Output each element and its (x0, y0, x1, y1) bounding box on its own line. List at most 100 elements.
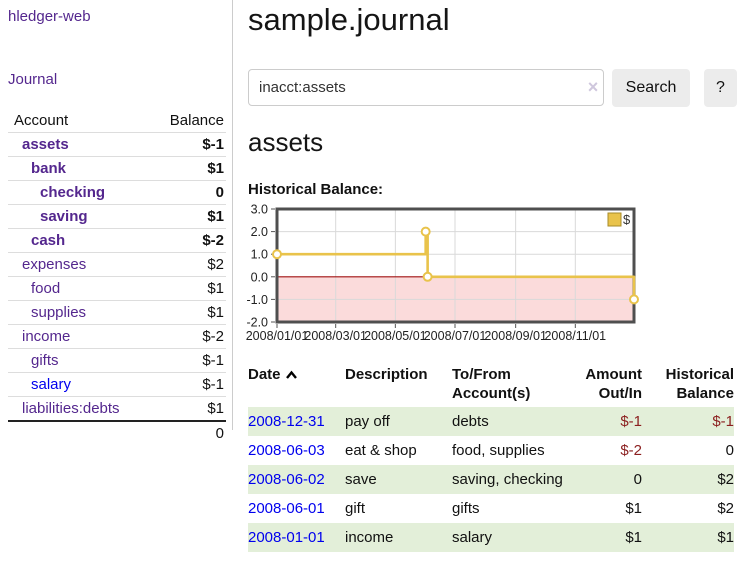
chart-plot-border (275, 207, 636, 324)
transaction-accounts: food, supplies (452, 442, 545, 459)
sidebar: hledger-web Journal Account Balance asse… (0, 0, 233, 442)
transaction-description: pay off (345, 413, 390, 430)
account-row: expenses $2 (8, 252, 226, 276)
account-column-header: Account (14, 111, 69, 129)
account-row: salary $-1 (8, 372, 226, 396)
account-balance: $-1 (202, 352, 224, 369)
transaction-amount: $-1 (620, 413, 642, 430)
transaction-date-cell: 2008-06-03 (248, 436, 345, 465)
sidebar-account-food[interactable]: food (31, 280, 61, 297)
account-balance: $-2 (202, 328, 224, 345)
account-row: income $-2 (8, 324, 226, 348)
register-table: Date Description To/From Account(s) Amount… (248, 363, 734, 552)
transaction-balance: $-1 (712, 413, 734, 430)
transaction-balance: $1 (717, 529, 734, 546)
account-balance: $2 (207, 256, 224, 273)
sidebar-account-expenses[interactable]: expenses (22, 256, 87, 273)
account-balance: $1 (207, 160, 224, 177)
transaction-date-link[interactable]: 2008-01-01 (248, 529, 325, 546)
sidebar-item-journal[interactable]: Journal (8, 71, 58, 88)
account-row: supplies $1 (8, 300, 226, 324)
transaction-date-cell: 2008-01-01 (248, 523, 345, 552)
balance-column-header: Balance (169, 111, 224, 129)
account-row: checking 0 (8, 180, 226, 204)
account-row: bank $1 (8, 156, 226, 180)
account-balance: $1 (207, 208, 224, 225)
sidebar-account-income[interactable]: income (22, 328, 71, 345)
search-input[interactable] (248, 69, 604, 106)
transaction-date-link[interactable]: 2008-12-31 (248, 413, 325, 430)
sidebar-account-liabilities-debts[interactable]: liabilities:debts (22, 400, 120, 417)
total-balance: 0 (215, 424, 224, 442)
sidebar-account-assets[interactable]: assets (22, 136, 69, 153)
account-heading: assets (248, 127, 324, 157)
app-brand-link[interactable]: hledger-web (8, 8, 91, 25)
transaction-row: 2008-12-31 pay off debts $-1 $-1 (248, 407, 734, 436)
sidebar-account-saving[interactable]: saving (40, 208, 88, 225)
help-button[interactable]: ? (704, 69, 737, 107)
sidebar-account-cash[interactable]: cash (31, 232, 66, 249)
account-row: saving $1 (8, 204, 226, 228)
register-col-header-to-from: To/From Account(s) (452, 366, 531, 402)
account-tree: Account Balance assets $-1 bank $1 checking 0… (8, 108, 226, 444)
search-button[interactable]: Search (612, 69, 690, 107)
transaction-description: income (345, 529, 394, 546)
transaction-row: 2008-06-03 eat & shop food, supplies $-2 0 (248, 436, 734, 465)
transaction-accounts: saving, checking (452, 471, 563, 488)
sort-asc-icon (285, 370, 297, 379)
chart-x-tick-label: 2008/09/01 (484, 329, 547, 343)
sidebar-account-supplies[interactable]: supplies (31, 304, 87, 321)
transaction-amount: 0 (633, 471, 642, 488)
account-row: assets $-1 (8, 132, 226, 156)
sidebar-account-bank[interactable]: bank (31, 160, 67, 177)
chart-y-tick-label: 2.0 (251, 225, 268, 239)
transaction-amount: $1 (625, 500, 642, 517)
account-balance: $1 (207, 280, 224, 297)
account-tree-header: Account Balance (8, 108, 226, 132)
chart-y-tick-label: 0.0 (251, 270, 268, 284)
sidebar-account-gifts[interactable]: gifts (31, 352, 59, 369)
transaction-date-link[interactable]: 2008-06-01 (248, 500, 325, 517)
chart-x-tick-label: 2008/03/01 (304, 329, 367, 343)
account-row: gifts $-1 (8, 348, 226, 372)
chart-data-point (629, 294, 639, 305)
register-col-header-amount: Amount Out/In (585, 366, 642, 402)
transaction-date-link[interactable]: 2008-06-03 (248, 442, 325, 459)
account-balance: $1 (207, 400, 224, 417)
chart-y-tick-label: 1.0 (251, 248, 268, 262)
account-row: food $1 (8, 276, 226, 300)
chart-x-tick-label: 2008/05/01 (364, 329, 427, 343)
transaction-date-cell: 2008-06-02 (248, 465, 345, 494)
account-row: cash $-2 (8, 228, 226, 252)
sidebar-account-checking[interactable]: checking (40, 184, 106, 201)
sidebar-account-salary[interactable]: salary (31, 376, 72, 393)
chart-x-tick-label: 2008/11/01 (544, 329, 606, 343)
transaction-date-cell: 2008-12-31 (248, 407, 345, 436)
transaction-description: gift (345, 500, 366, 517)
chart-title: Historical Balance: (248, 181, 384, 198)
page-title: sample.journal (248, 2, 450, 37)
chart-legend-label: $ (623, 212, 631, 227)
chart-y-tick-label: 3.0 (251, 203, 268, 217)
clear-search-icon[interactable]: × (587, 77, 599, 97)
transaction-description: eat & shop (345, 442, 417, 459)
transaction-row: 2008-06-01 gift gifts $1 $2 (248, 494, 734, 523)
chart-y-tick-label: -1.0 (246, 293, 268, 307)
chart-data-point (420, 226, 431, 237)
account-balance: $-1 (202, 136, 224, 153)
account-balance: $-1 (202, 376, 224, 393)
transaction-balance: $2 (717, 500, 734, 517)
account-balance: $-2 (202, 232, 224, 249)
chart-y-tick-label: -2.0 (246, 316, 268, 330)
chart-legend-swatch (607, 212, 622, 227)
chart-x-tick-label: 2008/07/01 (424, 329, 487, 343)
transaction-row: 2008-06-02 save saving, checking 0 $2 (248, 465, 734, 494)
register-col-header-date[interactable]: Date (248, 363, 345, 407)
chart-data-point (422, 271, 433, 282)
transaction-balance: $2 (717, 471, 734, 488)
transaction-accounts: salary (452, 529, 493, 546)
account-balance: $1 (207, 304, 224, 321)
chart-data-point (272, 249, 282, 260)
transaction-date-link[interactable]: 2008-06-02 (248, 471, 325, 488)
historical-balance-chart: 3.0 2.0 1.0 0.0 -1.0 -2.02008/01/012008/03/01… (246, 203, 639, 343)
